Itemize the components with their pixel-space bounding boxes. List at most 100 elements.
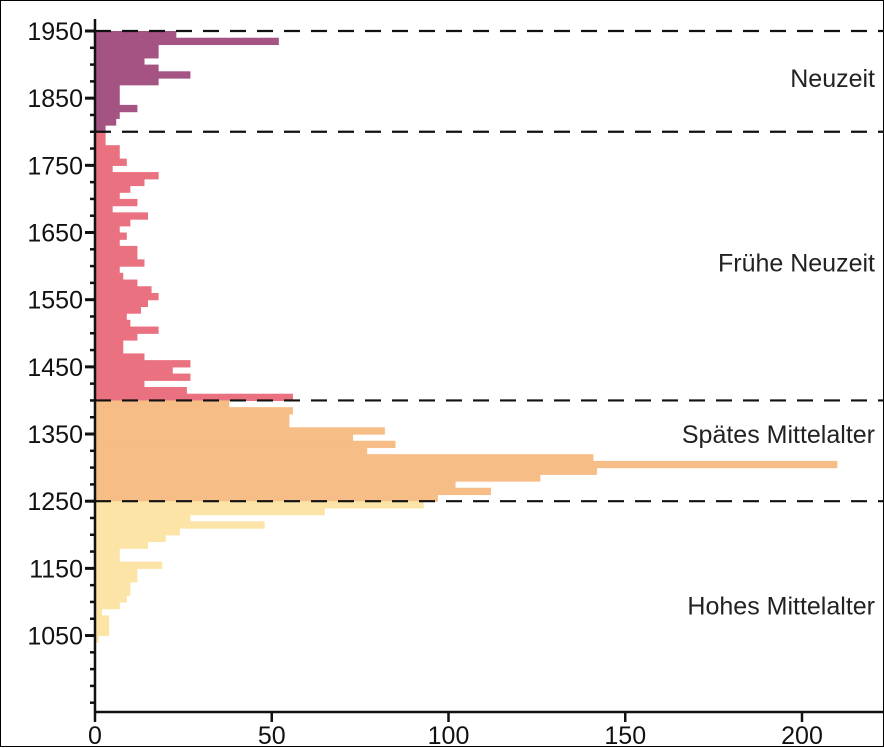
bar-hohes-mittelalter-15 (95, 601, 120, 610)
bar-hohes-mittelalter-11 (95, 575, 138, 583)
bar-hohes-mittelalter-5 (95, 534, 166, 543)
bar-sp-tes-mittelalter-10 (95, 467, 597, 475)
bar-hohes-mittelalter-16 (95, 608, 103, 616)
bar-neuzeit-6 (95, 71, 191, 79)
bar-fr-he-neuzeit-21 (95, 272, 124, 281)
bar-fr-he-neuzeit-20 (95, 266, 120, 274)
y-tick-label-1950: 1950 (27, 18, 83, 46)
bar-fr-he-neuzeit-3 (95, 151, 120, 160)
bar-fr-he-neuzeit-31 (95, 339, 124, 348)
bar-fr-he-neuzeit-38 (95, 387, 187, 395)
bar-fr-he-neuzeit-6 (95, 172, 159, 180)
bar-hohes-mittelalter-4 (95, 528, 180, 536)
bar-fr-he-neuzeit-18 (95, 252, 138, 260)
bar-fr-he-neuzeit-26 (95, 306, 141, 314)
x-tick-label-150: 150 (604, 722, 646, 748)
x-tick-label-50: 50 (258, 722, 286, 748)
bar-fr-he-neuzeit-34 (95, 360, 191, 368)
bar-neuzeit-10 (95, 98, 120, 106)
bar-hohes-mittelalter-20 (95, 635, 99, 643)
bar-neuzeit-1 (95, 37, 279, 46)
bar-hohes-mittelalter-17 (95, 615, 110, 623)
bar-fr-he-neuzeit-4 (95, 158, 127, 166)
bar-neuzeit-11 (95, 104, 138, 113)
x-tick-label-200: 200 (781, 722, 823, 748)
bar-hohes-mittelalter-13 (95, 588, 131, 596)
bar-sp-tes-mittelalter-2 (95, 413, 290, 422)
bar-fr-he-neuzeit-14 (95, 225, 120, 234)
bar-fr-he-neuzeit-11 (95, 205, 113, 213)
bar-neuzeit-12 (95, 111, 120, 119)
bar-hohes-mittelalter-7 (95, 548, 120, 556)
bar-sp-tes-mittelalter-7 (95, 447, 368, 455)
y-tick-label-1250: 1250 (27, 488, 83, 516)
bar-fr-he-neuzeit-32 (95, 346, 124, 355)
bar-fr-he-neuzeit-25 (95, 299, 149, 307)
bar-sp-tes-mittelalter-5 (95, 434, 354, 442)
bar-fr-he-neuzeit-35 (95, 366, 173, 375)
bar-hohes-mittelalter-1 (95, 507, 325, 516)
bar-fr-he-neuzeit-27 (95, 313, 127, 321)
bar-hohes-mittelalter-9 (95, 561, 163, 569)
bar-hohes-mittelalter-8 (95, 554, 120, 563)
bar-hohes-mittelalter-3 (95, 521, 265, 529)
bar-fr-he-neuzeit-22 (95, 279, 138, 287)
bar-neuzeit-9 (95, 91, 120, 99)
bar-sp-tes-mittelalter-8 (95, 454, 594, 462)
bar-fr-he-neuzeit-10 (95, 198, 138, 207)
bar-neuzeit-0 (95, 31, 177, 39)
y-tick-label-1450: 1450 (27, 354, 83, 382)
bar-sp-tes-mittelalter-12 (95, 481, 456, 489)
bar-fr-he-neuzeit-9 (95, 192, 120, 200)
bar-hohes-mittelalter-2 (95, 514, 191, 522)
bar-sp-tes-mittelalter-1 (95, 407, 293, 415)
bar-fr-he-neuzeit-2 (95, 145, 120, 153)
x-tick-label-0: 0 (88, 722, 102, 748)
bar-neuzeit-14 (95, 125, 106, 133)
bar-fr-he-neuzeit-23 (95, 286, 152, 294)
period-label-neuzeit: Neuzeit (790, 65, 875, 93)
bar-sp-tes-mittelalter-9 (95, 460, 838, 469)
bar-fr-he-neuzeit-5 (95, 165, 113, 173)
bar-neuzeit-5 (95, 64, 159, 72)
bar-hohes-mittelalter-19 (95, 628, 110, 637)
bar-fr-he-neuzeit-12 (95, 212, 149, 220)
bar-fr-he-neuzeit-19 (95, 259, 145, 267)
period-dividers (95, 29, 884, 503)
y-tick-label-1550: 1550 (27, 287, 83, 315)
bar-fr-he-neuzeit-16 (95, 239, 120, 247)
bar-fr-he-neuzeit-1 (95, 138, 106, 146)
bar-fr-he-neuzeit-7 (95, 178, 145, 187)
period-label-sp-tes-mittelalter: Spätes Mittelalter (682, 421, 875, 449)
bar-fr-he-neuzeit-24 (95, 292, 159, 301)
bar-hohes-mittelalter-10 (95, 568, 138, 576)
period-labels-layer: Neuzeit Frühe Neuzeit Spätes Mittelalter Ho… (682, 65, 875, 620)
bar-sp-tes-mittelalter-0 (95, 400, 230, 408)
bar-sp-tes-mittelalter-3 (95, 420, 290, 428)
y-tick-label-1150: 1150 (29, 555, 83, 583)
y-tick-label-1650: 1650 (27, 220, 83, 248)
bar-sp-tes-mittelalter-13 (95, 487, 491, 496)
bars-layer (95, 31, 838, 643)
bar-neuzeit-4 (95, 57, 145, 66)
bar-fr-he-neuzeit-33 (95, 353, 145, 361)
bar-sp-tes-mittelalter-14 (95, 494, 438, 502)
bar-fr-he-neuzeit-13 (95, 219, 131, 227)
bar-fr-he-neuzeit-0 (95, 131, 106, 140)
bar-fr-he-neuzeit-36 (95, 373, 191, 381)
bar-fr-he-neuzeit-39 (95, 393, 293, 402)
bar-hohes-mittelalter-12 (95, 581, 131, 590)
bar-fr-he-neuzeit-8 (95, 185, 131, 193)
y-tick-label-1850: 1850 (27, 85, 83, 113)
bar-hohes-mittelalter-6 (95, 541, 149, 549)
bar-hohes-mittelalter-0 (95, 501, 424, 509)
bar-sp-tes-mittelalter-4 (95, 427, 385, 435)
bar-neuzeit-13 (95, 118, 117, 126)
bar-sp-tes-mittelalter-11 (95, 474, 541, 482)
y-tick-label-1050: 1050 (27, 623, 83, 651)
bar-fr-he-neuzeit-29 (95, 326, 159, 334)
bar-hohes-mittelalter-14 (95, 595, 127, 603)
bar-sp-tes-mittelalter-6 (95, 440, 396, 449)
